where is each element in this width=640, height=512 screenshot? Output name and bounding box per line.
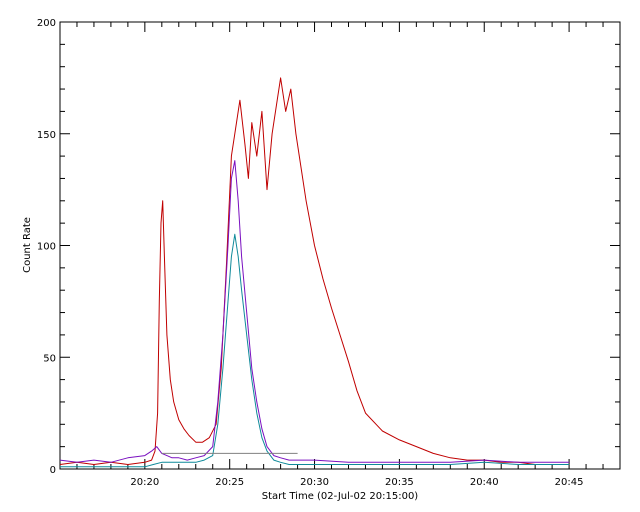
series-line-3: [60, 233, 570, 468]
series-layer: [59, 77, 570, 468]
series-line-1: [59, 77, 570, 465]
x-tick-label: 20:30: [300, 477, 329, 488]
x-tick-label: 20:35: [385, 477, 414, 488]
y-tick-label: 0: [50, 465, 56, 476]
y-axis-label: Count Rate: [22, 217, 33, 273]
x-tick-label: 20:25: [215, 477, 244, 488]
y-tick-label: 50: [43, 353, 56, 364]
y-tick-label: 100: [37, 242, 56, 253]
y-axis-ticks: 0 50 100 150 200: [37, 18, 620, 476]
x-tick-label: 20:45: [555, 477, 584, 488]
plot-frame: [59, 21, 621, 470]
x-tick-label: 20:20: [130, 477, 159, 488]
x-axis-ticks: 20:20 20:25 20:30 20:35 20:40 20:45: [76, 22, 604, 488]
x-tick-label: 20:40: [470, 477, 499, 488]
x-axis-label: Start Time (02-Jul-02 20:15:00): [262, 491, 419, 502]
y-tick-label: 150: [37, 130, 56, 141]
y-tick-label: 200: [37, 18, 56, 29]
series-line-2: [59, 160, 570, 463]
